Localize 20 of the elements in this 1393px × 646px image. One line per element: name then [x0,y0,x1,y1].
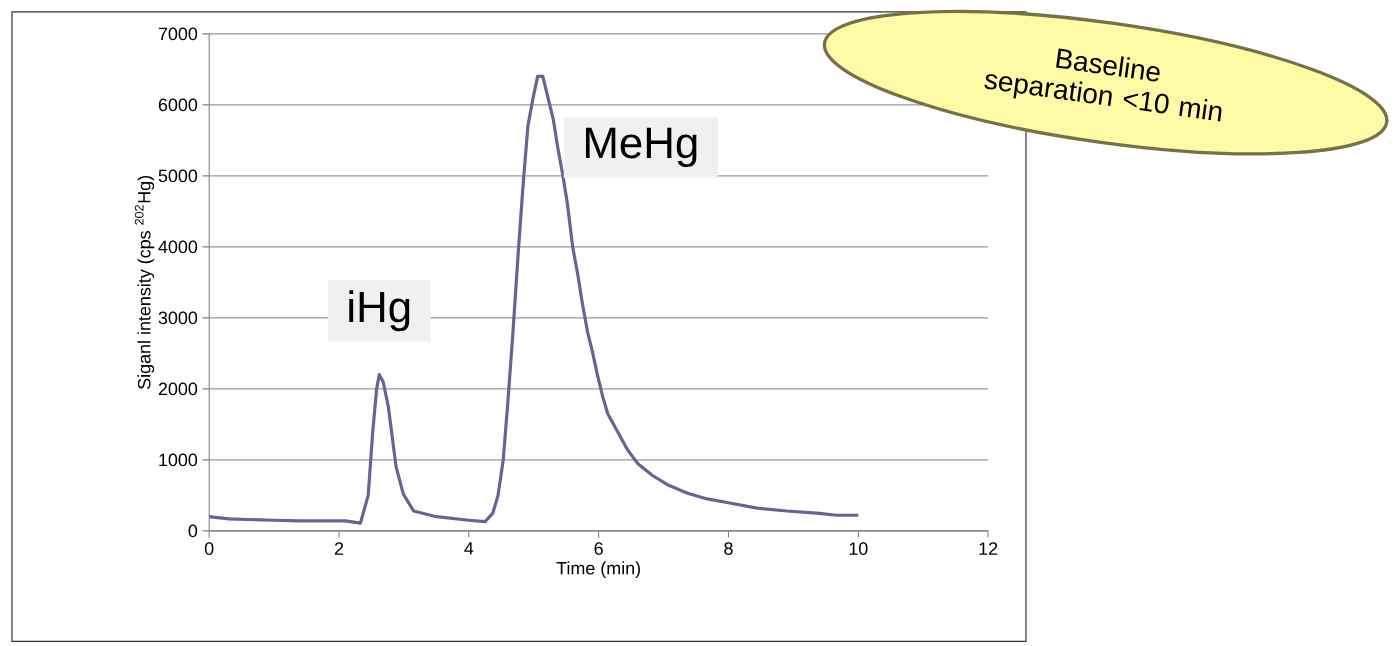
x-tick-label: 2 [334,542,344,555]
annotation: Baseline separation <10 min [984,48,1222,122]
y-tick-label: 6000 [158,98,198,111]
x-tick-label: 10 [849,542,868,555]
x-tick-label: 12 [979,542,998,555]
x-tick-label: 6 [594,542,603,555]
y-tick-label: 4000 [158,240,198,253]
y-tick-label: 5000 [158,169,198,182]
y-tick-label: 7000 [158,27,198,40]
x-tick-label: 4 [464,542,474,555]
y-tick-label: 0 [188,524,198,538]
x-axis-title: Time (min) [556,561,640,578]
y-axis-title: Siganl intensity (cps $^{202}$Hg) [134,175,155,389]
x-tick-label: 8 [724,542,733,555]
y-tick-label: 1000 [159,453,198,467]
y-tick-label: 3000 [158,311,198,324]
y-tick-label: 2000 [158,382,198,396]
annotation: MeHg [585,127,697,167]
annotation: iHg [349,290,410,331]
x-tick-label: 0 [204,542,214,555]
